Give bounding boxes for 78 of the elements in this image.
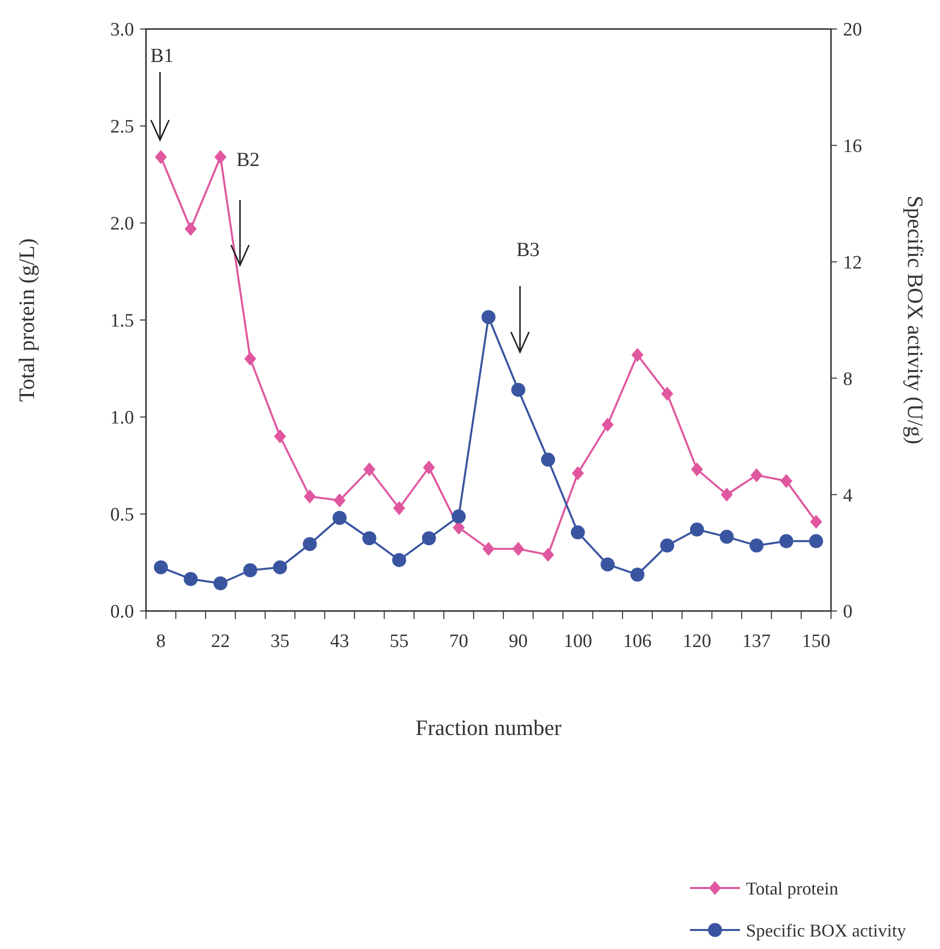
y-tick-label: 0.0: [110, 602, 134, 623]
annotation: B2: [236, 149, 260, 171]
y-tick-label: 2.5: [110, 116, 134, 138]
y-tick-label: 3.0: [110, 20, 134, 41]
point: [154, 560, 168, 574]
point: [661, 386, 674, 401]
point: [780, 474, 792, 488]
point: [304, 490, 316, 504]
y2-tick-label: 0: [843, 602, 852, 623]
point: [572, 466, 584, 480]
point: [512, 542, 524, 556]
x-tick-label: 150: [802, 631, 830, 652]
y-axis-title: Total protein (g/L): [14, 238, 39, 402]
point: [184, 572, 198, 586]
x-tick-label: 137: [742, 631, 771, 652]
point: [422, 531, 436, 546]
y-tick-label: 1.5: [110, 310, 134, 332]
y2-tick-label: 12: [843, 252, 862, 274]
x-tick-label: 22: [210, 631, 230, 652]
annotation: B3: [516, 239, 540, 261]
point: [302, 537, 317, 552]
point: [362, 531, 376, 546]
point: [720, 530, 734, 544]
y-tick-label: 1.0: [110, 408, 134, 429]
point: [392, 553, 406, 568]
y2-tick-label: 4: [843, 485, 853, 506]
y2-tick-label: 8: [843, 368, 852, 390]
point: [690, 522, 704, 537]
x-tick-label: 8: [156, 631, 166, 652]
point: [244, 352, 256, 366]
y2-axis-title: Specific BOX activity (U/g): [903, 196, 928, 444]
y-tick-label: 2.0: [110, 214, 134, 235]
point: [541, 452, 556, 467]
point: [660, 538, 674, 553]
point: [332, 510, 347, 525]
point: [779, 534, 794, 548]
point: [422, 460, 435, 474]
y2-tick-label: 20: [843, 20, 862, 41]
point: [393, 501, 406, 516]
point: [274, 429, 286, 444]
point: [690, 462, 703, 476]
point: [631, 348, 644, 362]
point: [600, 557, 615, 572]
x-tick-label: 35: [270, 631, 290, 652]
legend-label: Total protein: [746, 878, 838, 898]
y-tick-label: 0.5: [110, 504, 134, 526]
point: [154, 150, 167, 164]
point: [750, 468, 763, 482]
point: [243, 563, 258, 578]
x-tick-label: 90: [508, 631, 528, 652]
x-axis-title: Fraction number: [415, 715, 562, 740]
point: [273, 560, 288, 574]
point: [363, 462, 376, 476]
annotation: B1: [150, 45, 174, 67]
x-tick-label: 100: [564, 631, 592, 652]
point: [542, 548, 554, 562]
x-tick-label: 43: [330, 631, 350, 652]
x-tick-label: 106: [623, 631, 652, 652]
point: [809, 534, 824, 548]
x-tick-label: 55: [390, 631, 409, 652]
point: [810, 514, 822, 529]
point: [630, 568, 644, 582]
point: [482, 542, 494, 556]
x-tick-label: 120: [682, 631, 712, 652]
point: [334, 493, 346, 508]
legend-label: Specific BOX activity: [746, 920, 906, 940]
point: [213, 576, 228, 590]
point: [511, 382, 526, 397]
point: [452, 509, 466, 524]
point: [750, 538, 764, 553]
point: [570, 525, 585, 540]
point: [184, 222, 197, 236]
point: [602, 418, 614, 432]
y2-tick-label: 16: [843, 136, 862, 158]
x-tick-label: 70: [449, 631, 468, 652]
point: [720, 488, 733, 502]
point: [482, 310, 496, 324]
point: [214, 150, 226, 164]
